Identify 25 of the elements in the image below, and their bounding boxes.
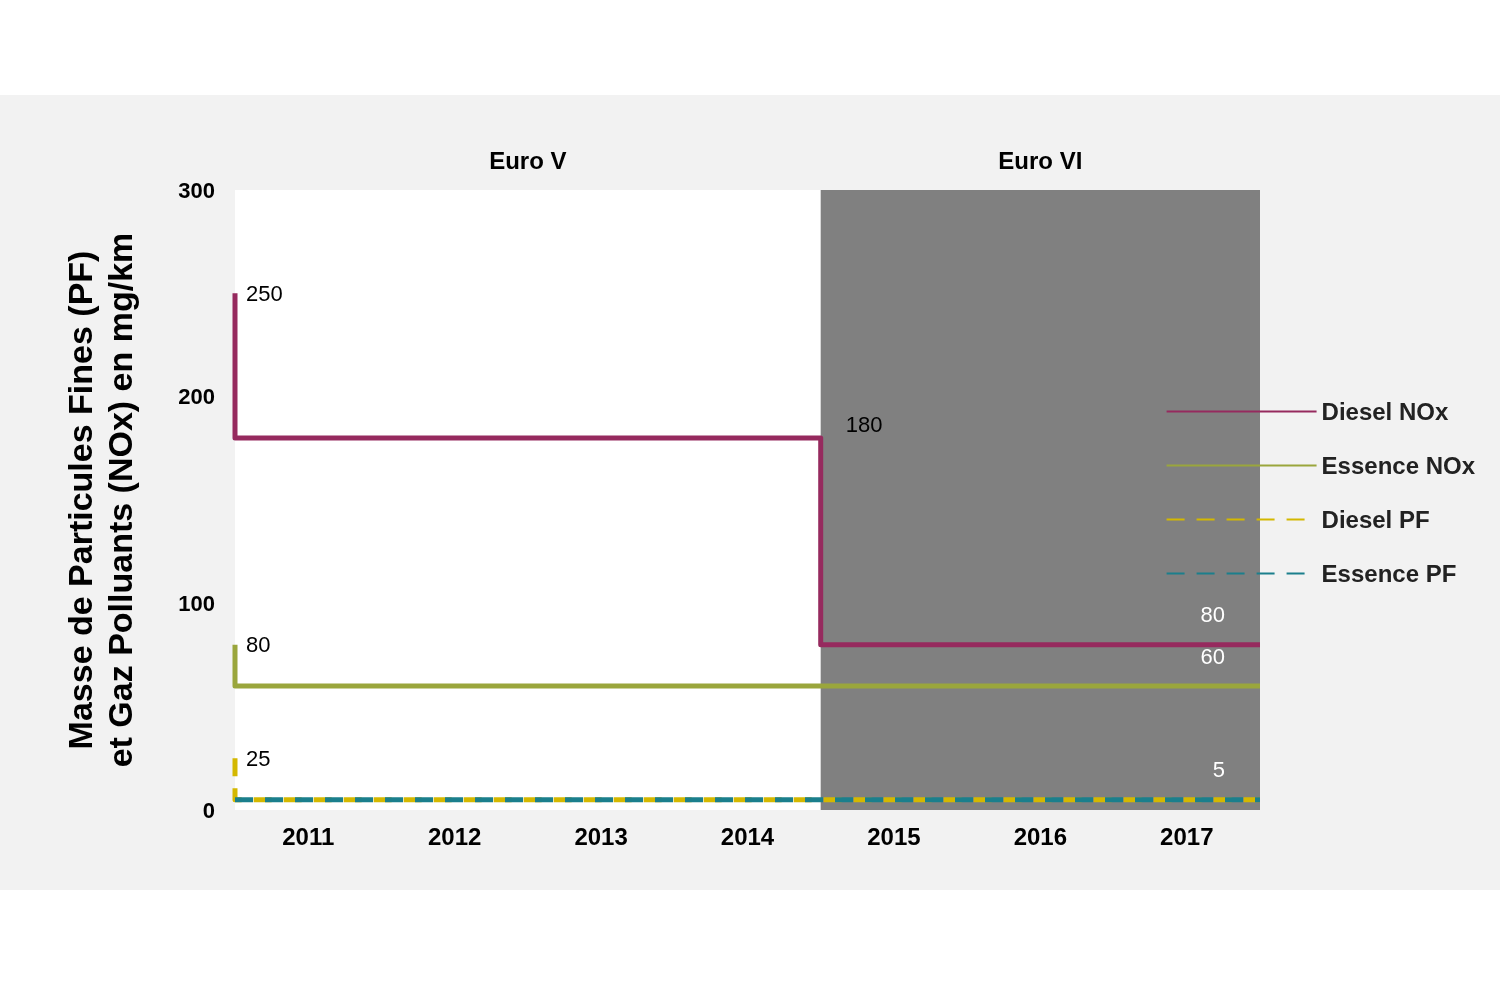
data-label: 5	[1212, 757, 1225, 783]
data-label: 60	[1200, 643, 1225, 669]
y-axis-title: Masse de Particules Fines (PF) et Gaz Polluants (NOx) en mg/km	[61, 232, 139, 768]
text: Diesel PF	[1321, 506, 1430, 533]
x-tick-label: 2016	[1013, 822, 1068, 850]
x-tick-label: 2015	[867, 822, 921, 850]
text: Essence NOx	[1321, 452, 1476, 479]
y-tick-label: 300	[178, 177, 215, 203]
data-label: 80	[246, 632, 271, 658]
x-tick-label: 2011	[282, 822, 335, 850]
text: Essence PF	[1321, 560, 1457, 587]
x-tick-label: 2014	[720, 822, 775, 850]
y-tick-label: 0	[202, 797, 215, 823]
band-label: Euro VI	[998, 146, 1083, 174]
y-tick-label: 200	[178, 384, 215, 410]
text: Diesel NOx	[1321, 398, 1449, 425]
data-label: 25	[246, 745, 271, 771]
x-tick-label: 2012	[427, 822, 482, 850]
data-label: 180	[845, 411, 883, 437]
y-tick-label: 100	[178, 590, 215, 616]
data-label: 250	[246, 280, 283, 306]
x-tick-label: 2017	[1160, 822, 1214, 850]
band-label: Euro V	[489, 146, 567, 174]
data-label: 80	[1200, 602, 1225, 628]
x-tick-label: 2013	[574, 822, 628, 850]
